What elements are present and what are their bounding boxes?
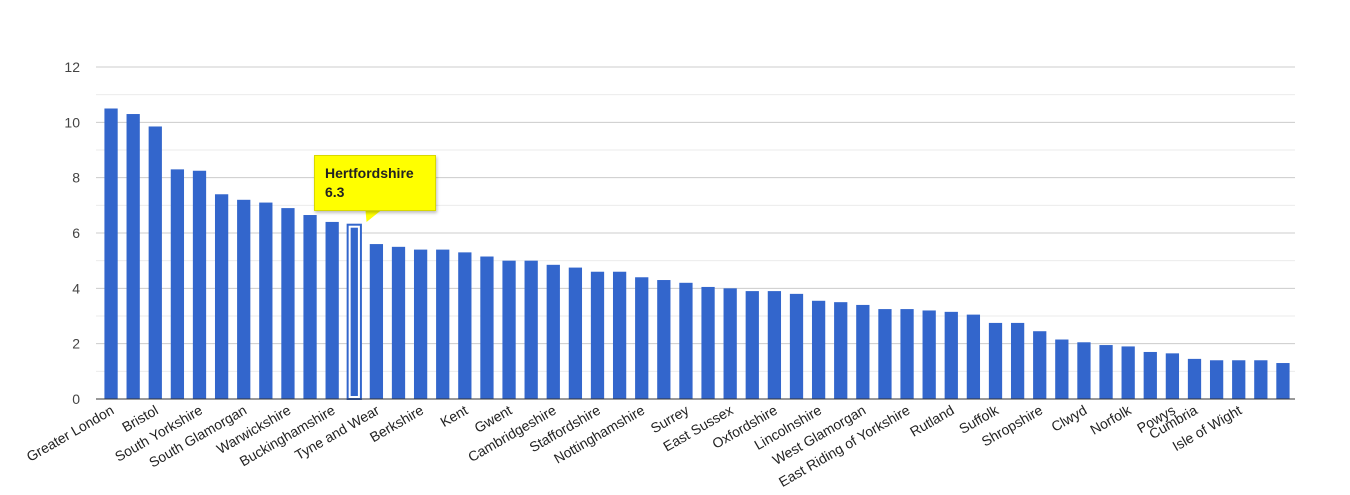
bar[interactable] [170,169,185,399]
y-tick-label: 8 [72,170,80,186]
bar[interactable] [878,309,892,399]
bar[interactable] [148,126,162,399]
bar[interactable] [1187,358,1202,399]
grid-layer [96,66,1295,400]
bar[interactable] [1055,339,1069,399]
bar-highlighted-fill [350,227,358,396]
tooltip: Hertfordshire 6.3 [314,155,436,211]
bar[interactable] [811,300,826,399]
bar[interactable] [789,293,804,399]
bar[interactable] [1209,360,1224,399]
bar[interactable] [524,260,538,399]
bar[interactable] [1276,363,1290,399]
bar[interactable] [126,114,140,400]
bar[interactable] [856,304,870,399]
bar[interactable] [900,309,914,399]
bar[interactable] [1077,342,1091,399]
bar[interactable] [1143,351,1157,399]
bar[interactable] [502,260,516,399]
bar[interactable] [1165,353,1180,399]
bar[interactable] [635,277,649,399]
bar[interactable] [259,202,273,399]
bar[interactable] [325,221,339,399]
x-tick-label: Kent [437,402,470,430]
bar[interactable] [988,322,1003,399]
bar[interactable] [303,215,317,399]
x-tick-label: Norfolk [1087,401,1134,438]
y-tick-label: 6 [72,225,80,241]
bar[interactable] [436,249,450,399]
bar[interactable] [701,286,715,399]
bar[interactable] [922,310,936,399]
bar[interactable] [723,288,737,399]
y-tick-label: 0 [72,391,80,407]
bar[interactable] [458,252,472,399]
bar[interactable] [1033,331,1047,399]
x-tick-label: Clwyd [1048,402,1089,435]
y-tick-label: 2 [72,336,80,352]
bar[interactable] [1254,360,1268,399]
y-tick-label: 12 [64,59,80,75]
bar[interactable] [834,302,848,399]
bar[interactable] [745,291,759,399]
tooltip-category: Hertfordshire [325,165,414,181]
bar[interactable] [1010,322,1025,399]
y-tick-label: 10 [64,114,80,130]
bar[interactable] [369,244,384,399]
bar[interactable] [590,271,605,399]
bar[interactable] [966,314,981,399]
bar[interactable] [413,249,428,399]
bar[interactable] [944,311,958,399]
bar[interactable] [612,271,627,399]
bar[interactable] [657,280,671,399]
bar[interactable] [192,170,207,399]
bar[interactable] [214,194,229,399]
bar[interactable] [767,291,782,399]
bar[interactable] [237,199,251,399]
bar[interactable] [679,282,693,399]
bar[interactable] [391,246,406,399]
y-tick-label: 4 [72,280,80,296]
bar[interactable] [568,267,583,399]
bar[interactable] [1121,346,1135,399]
x-tick-label: Rutland [907,402,957,440]
bar[interactable] [480,256,494,399]
x-tick-label: Greater London [24,402,117,465]
bar[interactable] [1099,345,1113,399]
bar[interactable] [281,208,295,399]
bars-layer [104,108,1290,400]
bar[interactable] [104,108,118,400]
bar[interactable] [1232,360,1246,399]
tooltip-value: 6.3 [325,184,345,200]
bar[interactable] [546,264,560,399]
